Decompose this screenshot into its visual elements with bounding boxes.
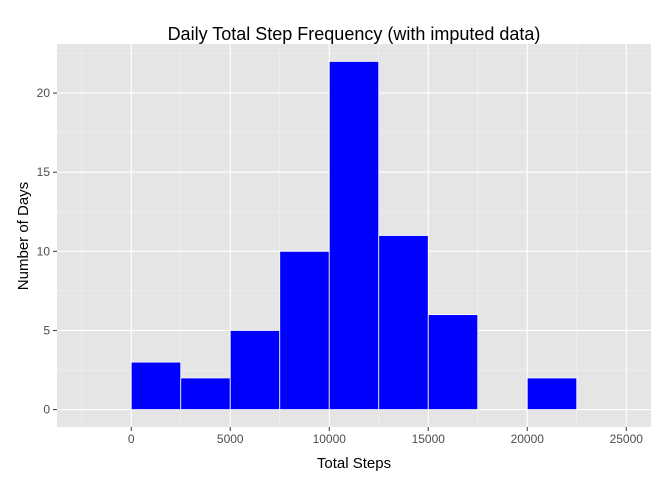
histogram-bar — [526, 377, 578, 410]
y-axis-label: Number of Days — [15, 182, 32, 290]
x-tick-label: 20000 — [511, 432, 545, 446]
histogram-bar — [279, 250, 330, 410]
y-axis-ticks: 0 5 10 15 20 — [37, 86, 57, 417]
y-tick-label: 20 — [37, 86, 51, 100]
bars — [130, 61, 578, 410]
histogram-bar — [229, 330, 281, 410]
y-tick-label: 0 — [43, 403, 50, 417]
x-axis-label: Total Steps — [317, 455, 391, 472]
histogram-bar — [378, 235, 429, 410]
histogram-bar — [328, 61, 380, 410]
chart-title: Daily Total Step Frequency (with imputed… — [168, 24, 541, 44]
histogram-bar — [180, 377, 231, 410]
x-tick-label: 0 — [128, 432, 135, 446]
y-tick-label: 5 — [43, 323, 50, 337]
x-axis-ticks: 0 5000 10000 15000 20000 25000 — [128, 427, 643, 446]
x-tick-label: 5000 — [217, 432, 244, 446]
histogram-bar — [130, 361, 182, 410]
x-tick-label: 25000 — [610, 432, 644, 446]
histogram-bar — [427, 314, 479, 410]
x-tick-label: 15000 — [412, 432, 446, 446]
y-tick-label: 15 — [37, 165, 51, 179]
y-tick-label: 10 — [37, 244, 51, 258]
x-tick-label: 10000 — [313, 432, 347, 446]
